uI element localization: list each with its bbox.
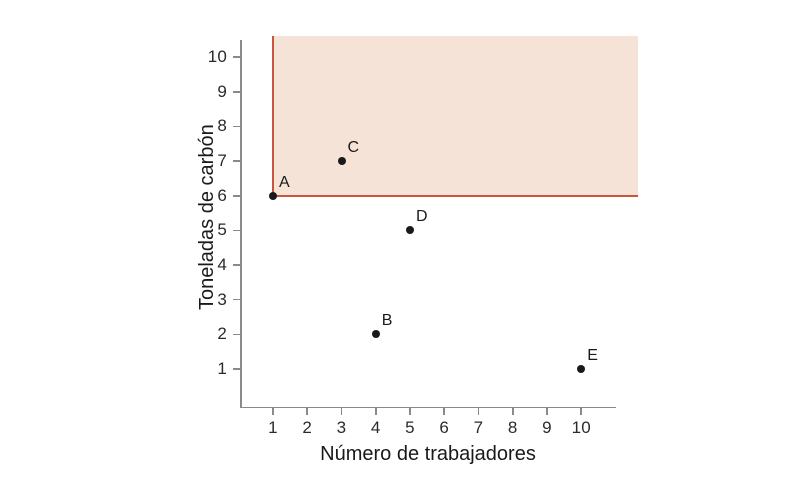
shaded-region (273, 36, 638, 196)
y-tick-7 (233, 160, 241, 162)
x-axis-line (240, 406, 616, 409)
y-tick-1 (233, 368, 241, 370)
data-point-label-D: D (416, 208, 428, 226)
x-tick-label-1: 1 (268, 418, 278, 437)
data-point-A[interactable] (269, 191, 277, 200)
data-point-label-B: B (381, 312, 393, 330)
x-tick-label-6: 6 (439, 418, 450, 437)
data-point-label-E: E (587, 347, 598, 364)
x-tick-4 (374, 407, 377, 415)
x-tick-9 (546, 407, 548, 415)
data-point-B[interactable] (371, 330, 380, 339)
data-point-label-A: A (279, 173, 290, 191)
y-tick-9 (233, 91, 241, 93)
y-tick-4 (233, 264, 241, 266)
region-bottom-edge (272, 194, 638, 197)
x-tick-6 (443, 407, 446, 415)
y-axis-line (240, 40, 242, 408)
data-point-C[interactable] (337, 157, 346, 166)
x-tick-label-7: 7 (473, 418, 484, 437)
x-tick-label-9: 9 (542, 418, 552, 437)
data-point-D[interactable] (406, 226, 414, 235)
x-tick-1 (272, 407, 274, 415)
x-tick-5 (409, 407, 411, 415)
y-tick-label-6: 6 (217, 185, 227, 205)
y-tick-3 (233, 298, 241, 301)
y-tick-label-10: 10 (207, 47, 227, 67)
x-tick-label-5: 5 (405, 418, 415, 437)
x-tick-label-2: 2 (302, 418, 313, 437)
y-tick-10 (233, 56, 241, 58)
y-tick-5 (233, 229, 241, 232)
y-tick-label-2: 2 (217, 324, 227, 344)
region-left-edge (272, 36, 274, 197)
y-tick-6 (233, 194, 241, 197)
data-point-label-C: C (347, 139, 360, 157)
y-tick-label-9: 9 (217, 81, 227, 101)
y-tick-label-8: 8 (217, 116, 227, 136)
y-axis-title: Toneladas de carbón (196, 124, 218, 310)
data-point-E[interactable] (577, 365, 586, 373)
x-tick-7 (477, 407, 480, 415)
y-tick-2 (233, 333, 241, 336)
x-tick-2 (306, 407, 309, 415)
y-tick-label-4: 4 (217, 255, 227, 275)
x-tick-label-8: 8 (507, 418, 518, 437)
y-tick-label-3: 3 (217, 289, 227, 309)
x-tick-10 (580, 407, 583, 415)
x-axis-title: Número de trabajadores (320, 443, 536, 465)
x-tick-label-10: 10 (571, 418, 591, 437)
y-tick-8 (233, 125, 241, 128)
x-tick-3 (340, 407, 343, 415)
y-tick-label-1: 1 (217, 359, 227, 378)
x-tick-label-4: 4 (370, 418, 381, 437)
y-tick-label-7: 7 (217, 151, 227, 171)
x-tick-8 (511, 407, 514, 415)
y-tick-label-5: 5 (217, 220, 227, 240)
x-tick-label-3: 3 (336, 418, 347, 437)
